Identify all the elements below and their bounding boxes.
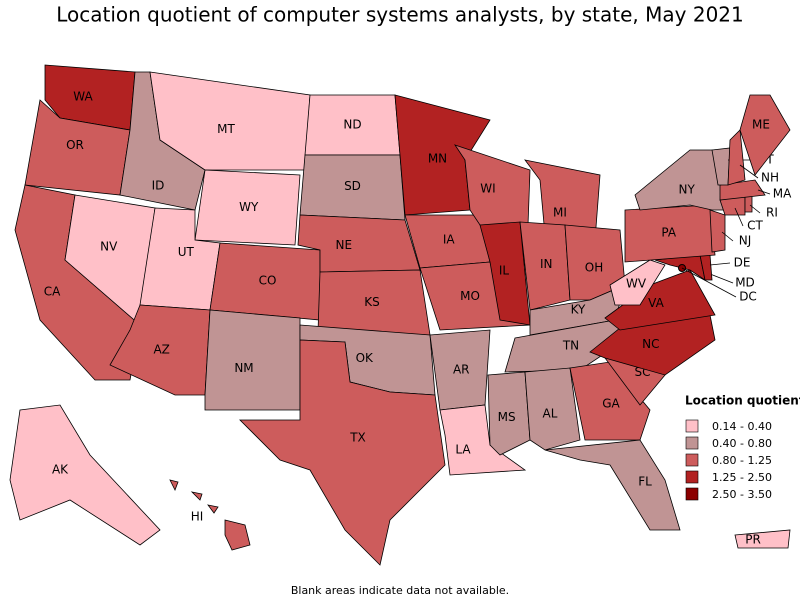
state-label: NY [679, 183, 696, 197]
state-label: WV [626, 277, 647, 291]
state-label: ND [343, 118, 361, 132]
state-shape [634, 149, 726, 211]
state-shape [739, 94, 791, 176]
state-label: WA [73, 90, 93, 104]
state-shape [624, 204, 716, 263]
state-label: RI [766, 206, 778, 220]
state-label: AZ [153, 343, 169, 357]
state-label: UT [178, 245, 195, 259]
state-shape [224, 519, 251, 551]
state-label: IL [499, 263, 510, 277]
legend-swatch [685, 470, 699, 484]
leader-line [721, 231, 734, 242]
state-label: FL [638, 475, 652, 489]
state-label: DC [739, 290, 757, 304]
legend-title: Location quotient [685, 394, 800, 408]
state-label: NH [761, 171, 779, 185]
state-label: ME [752, 118, 770, 132]
state-shape [719, 179, 766, 201]
state-label: HI [191, 510, 204, 524]
leader-line [681, 267, 737, 298]
state-shape [734, 529, 791, 549]
state-label: OH [585, 261, 603, 275]
footnote: Blank areas indicate data not available. [291, 584, 509, 597]
state-label: MN [428, 152, 447, 166]
state-shape [239, 339, 446, 566]
state-label: ID [152, 179, 165, 193]
state-label: WI [480, 182, 495, 196]
state-label: MD [735, 276, 755, 290]
legend-swatch [685, 453, 699, 467]
state-shape [709, 209, 726, 253]
state-shape [479, 221, 531, 326]
leader-line [739, 164, 759, 179]
state-shape [149, 71, 311, 171]
legend-swatch [685, 487, 699, 501]
legend-swatch [685, 419, 699, 433]
state-label: PA [661, 226, 676, 240]
state-shape [190, 491, 203, 501]
legend-label: 0.14 - 0.40 [712, 420, 772, 433]
state-label: KS [364, 295, 380, 309]
state-label: LA [455, 443, 471, 457]
state-shape [609, 259, 666, 306]
state-label: NJ [739, 234, 752, 248]
state-label: OK [356, 351, 374, 365]
state-label: NV [100, 240, 118, 254]
state-shape [9, 404, 161, 546]
state-label: MA [773, 187, 792, 201]
leader-line [749, 204, 761, 214]
state-label: CO [259, 273, 277, 287]
state-label: KY [571, 303, 586, 317]
state-label: AL [543, 407, 558, 421]
state-label: TN [562, 339, 579, 353]
state-label: CA [44, 285, 61, 299]
legend-label: 2.50 - 3.50 [712, 488, 772, 501]
state-label: IA [443, 233, 456, 247]
state-shape [744, 194, 753, 213]
state-shape [207, 504, 219, 514]
state-shape [204, 309, 301, 411]
state-label: DE [734, 256, 751, 270]
leader-line [757, 189, 771, 195]
state-shape [524, 367, 581, 451]
state-label: OR [66, 138, 84, 152]
state-label: GA [602, 397, 620, 411]
state-shape [169, 479, 179, 491]
state-label: AR [453, 363, 470, 377]
legend-swatch [685, 436, 699, 450]
state-label: CT [747, 219, 763, 233]
state-label: AK [52, 463, 69, 477]
legend-label: 0.40 - 0.80 [712, 437, 772, 450]
legend-label: 0.80 - 1.25 [712, 454, 772, 467]
legend-label: 1.25 - 2.50 [712, 471, 772, 484]
state-label: WY [239, 200, 259, 214]
leader-line [734, 207, 744, 227]
state-label: MS [498, 410, 516, 424]
state-label: MT [217, 122, 235, 136]
state-label: PR [745, 533, 761, 547]
state-shape [487, 371, 531, 456]
state-label: NM [234, 361, 253, 375]
state-shape [194, 169, 301, 246]
state-label: TX [349, 431, 366, 445]
state-label: MO [460, 289, 480, 303]
state-label: VA [648, 296, 664, 310]
state-shape [439, 404, 527, 476]
state-label: MI [553, 206, 567, 220]
state-label: IN [540, 257, 553, 271]
state-shape [569, 361, 651, 441]
leader-line [709, 262, 731, 266]
state-shape [544, 439, 681, 531]
state-shape [727, 129, 746, 186]
state-label: NC [642, 337, 659, 351]
map-title: Location quotient of computer systems an… [56, 3, 744, 27]
state-label: NE [336, 238, 353, 252]
state-label: SD [344, 179, 361, 193]
